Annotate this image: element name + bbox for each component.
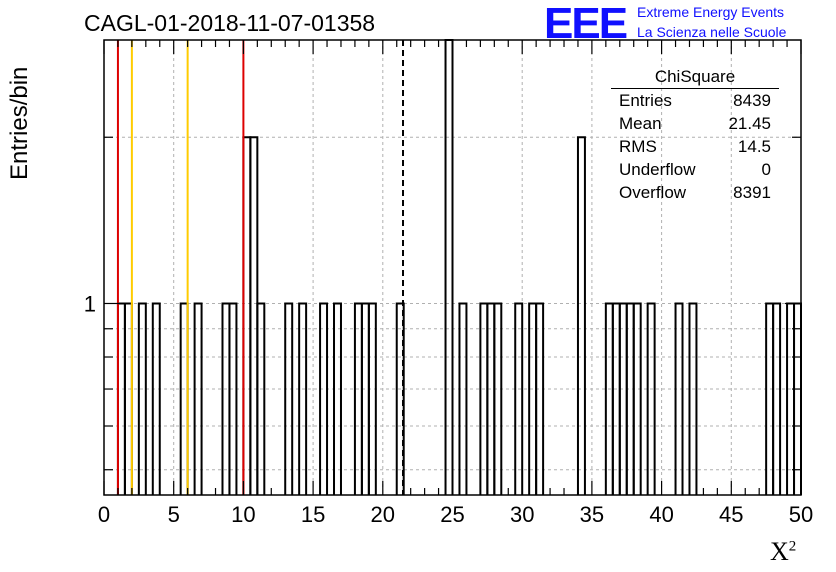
histogram-bin [256, 302, 266, 495]
x-tick-label: 5 [168, 502, 180, 527]
histogram-bin [765, 302, 775, 495]
histogram-bin [458, 302, 468, 495]
histogram-bin [137, 302, 147, 495]
histogram-bin [242, 136, 252, 495]
x-tick-label: 50 [789, 502, 813, 527]
histogram-bin [486, 302, 496, 495]
stats-row-mean: Mean 21.45 [611, 112, 779, 135]
x-axis-label-exponent: 2 [788, 538, 797, 555]
x-tick-label: 25 [440, 502, 464, 527]
histogram-bin [228, 302, 238, 495]
stats-label: Entries [619, 91, 672, 110]
stats-row-rms: RMS 14.5 [611, 135, 779, 158]
histogram-bin [786, 302, 796, 495]
x-tick-label: 0 [98, 502, 110, 527]
y-tick-label: 1 [84, 291, 96, 316]
x-tick-label: 35 [580, 502, 604, 527]
x-axis-label-base: X [770, 537, 789, 566]
marker-lines [116, 40, 405, 495]
stats-label: Mean [619, 114, 662, 133]
stats-value: 8439 [733, 91, 771, 110]
histogram-bin [116, 302, 126, 495]
histogram-bin [514, 302, 524, 495]
histogram-bin [688, 302, 698, 495]
histogram-bin [284, 302, 294, 495]
histogram-bin [360, 302, 370, 495]
stats-row-entries: Entries 8439 [611, 89, 779, 112]
histogram-bin [625, 302, 635, 495]
histogram-bin [618, 302, 628, 495]
histogram-bin [493, 302, 503, 495]
histogram-bin [576, 136, 586, 495]
eee-logo: EEE [544, 0, 628, 48]
stats-label: RMS [619, 137, 657, 156]
histogram-bin [604, 302, 614, 495]
stats-value: 8391 [733, 183, 771, 202]
stats-label: Underflow [619, 160, 696, 179]
histogram-bin [353, 302, 363, 495]
stats-label: Overflow [619, 183, 687, 202]
histogram-bin [479, 302, 489, 495]
x-tick-label: 40 [649, 502, 673, 527]
histogram-bin [528, 302, 538, 495]
histogram-bin [221, 302, 231, 495]
stats-value: 0 [761, 160, 771, 179]
histogram-bin [151, 302, 161, 495]
x-tick-label: 15 [301, 502, 325, 527]
histogram-bin [646, 302, 656, 495]
stats-row-underflow: Underflow 0 [611, 158, 779, 181]
histogram-bin [333, 302, 342, 495]
stats-value: 21.45 [728, 114, 771, 133]
histogram-bin [632, 302, 642, 495]
histogram-bin [674, 302, 684, 495]
tick-labels: 0 5 10 15 20 25 30 35 40 45 50 1 [84, 291, 813, 527]
histogram-bin [395, 302, 405, 495]
stats-title: ChiSquare [611, 66, 779, 89]
stats-row-overflow: Overflow 8391 [611, 181, 779, 204]
histogram-bin [367, 302, 377, 495]
x-axis-label: X2 [770, 537, 796, 567]
histogram-bin [193, 302, 203, 495]
chart-title: CAGL-01-2018-11-07-01358 [84, 10, 376, 36]
histogram-bin [793, 302, 802, 495]
histogram-bin [772, 302, 782, 495]
x-tick-label: 20 [371, 502, 395, 527]
x-tick-label: 10 [231, 502, 255, 527]
stats-value: 14.5 [737, 137, 771, 156]
x-tick-label: 30 [510, 502, 534, 527]
logo-line-1: Extreme Energy Events [637, 4, 785, 20]
histogram-bin [611, 302, 621, 495]
logo-line-2: La Scienza nelle Scuole [637, 24, 787, 40]
stats-box: ChiSquare Entries 8439 Mean 21.45 RMS 14.5 … [611, 66, 779, 204]
y-axis-label: Entries/bin [6, 66, 33, 180]
axes [103, 39, 802, 496]
x-tick-label: 45 [719, 502, 743, 527]
histogram-bin [535, 302, 545, 495]
histogram-bin [249, 136, 259, 495]
histogram-bin [319, 302, 329, 495]
histogram-bin [444, 39, 454, 495]
histogram-bin [298, 302, 308, 495]
histogram-bin [123, 302, 133, 495]
histogram-bin [179, 302, 189, 495]
